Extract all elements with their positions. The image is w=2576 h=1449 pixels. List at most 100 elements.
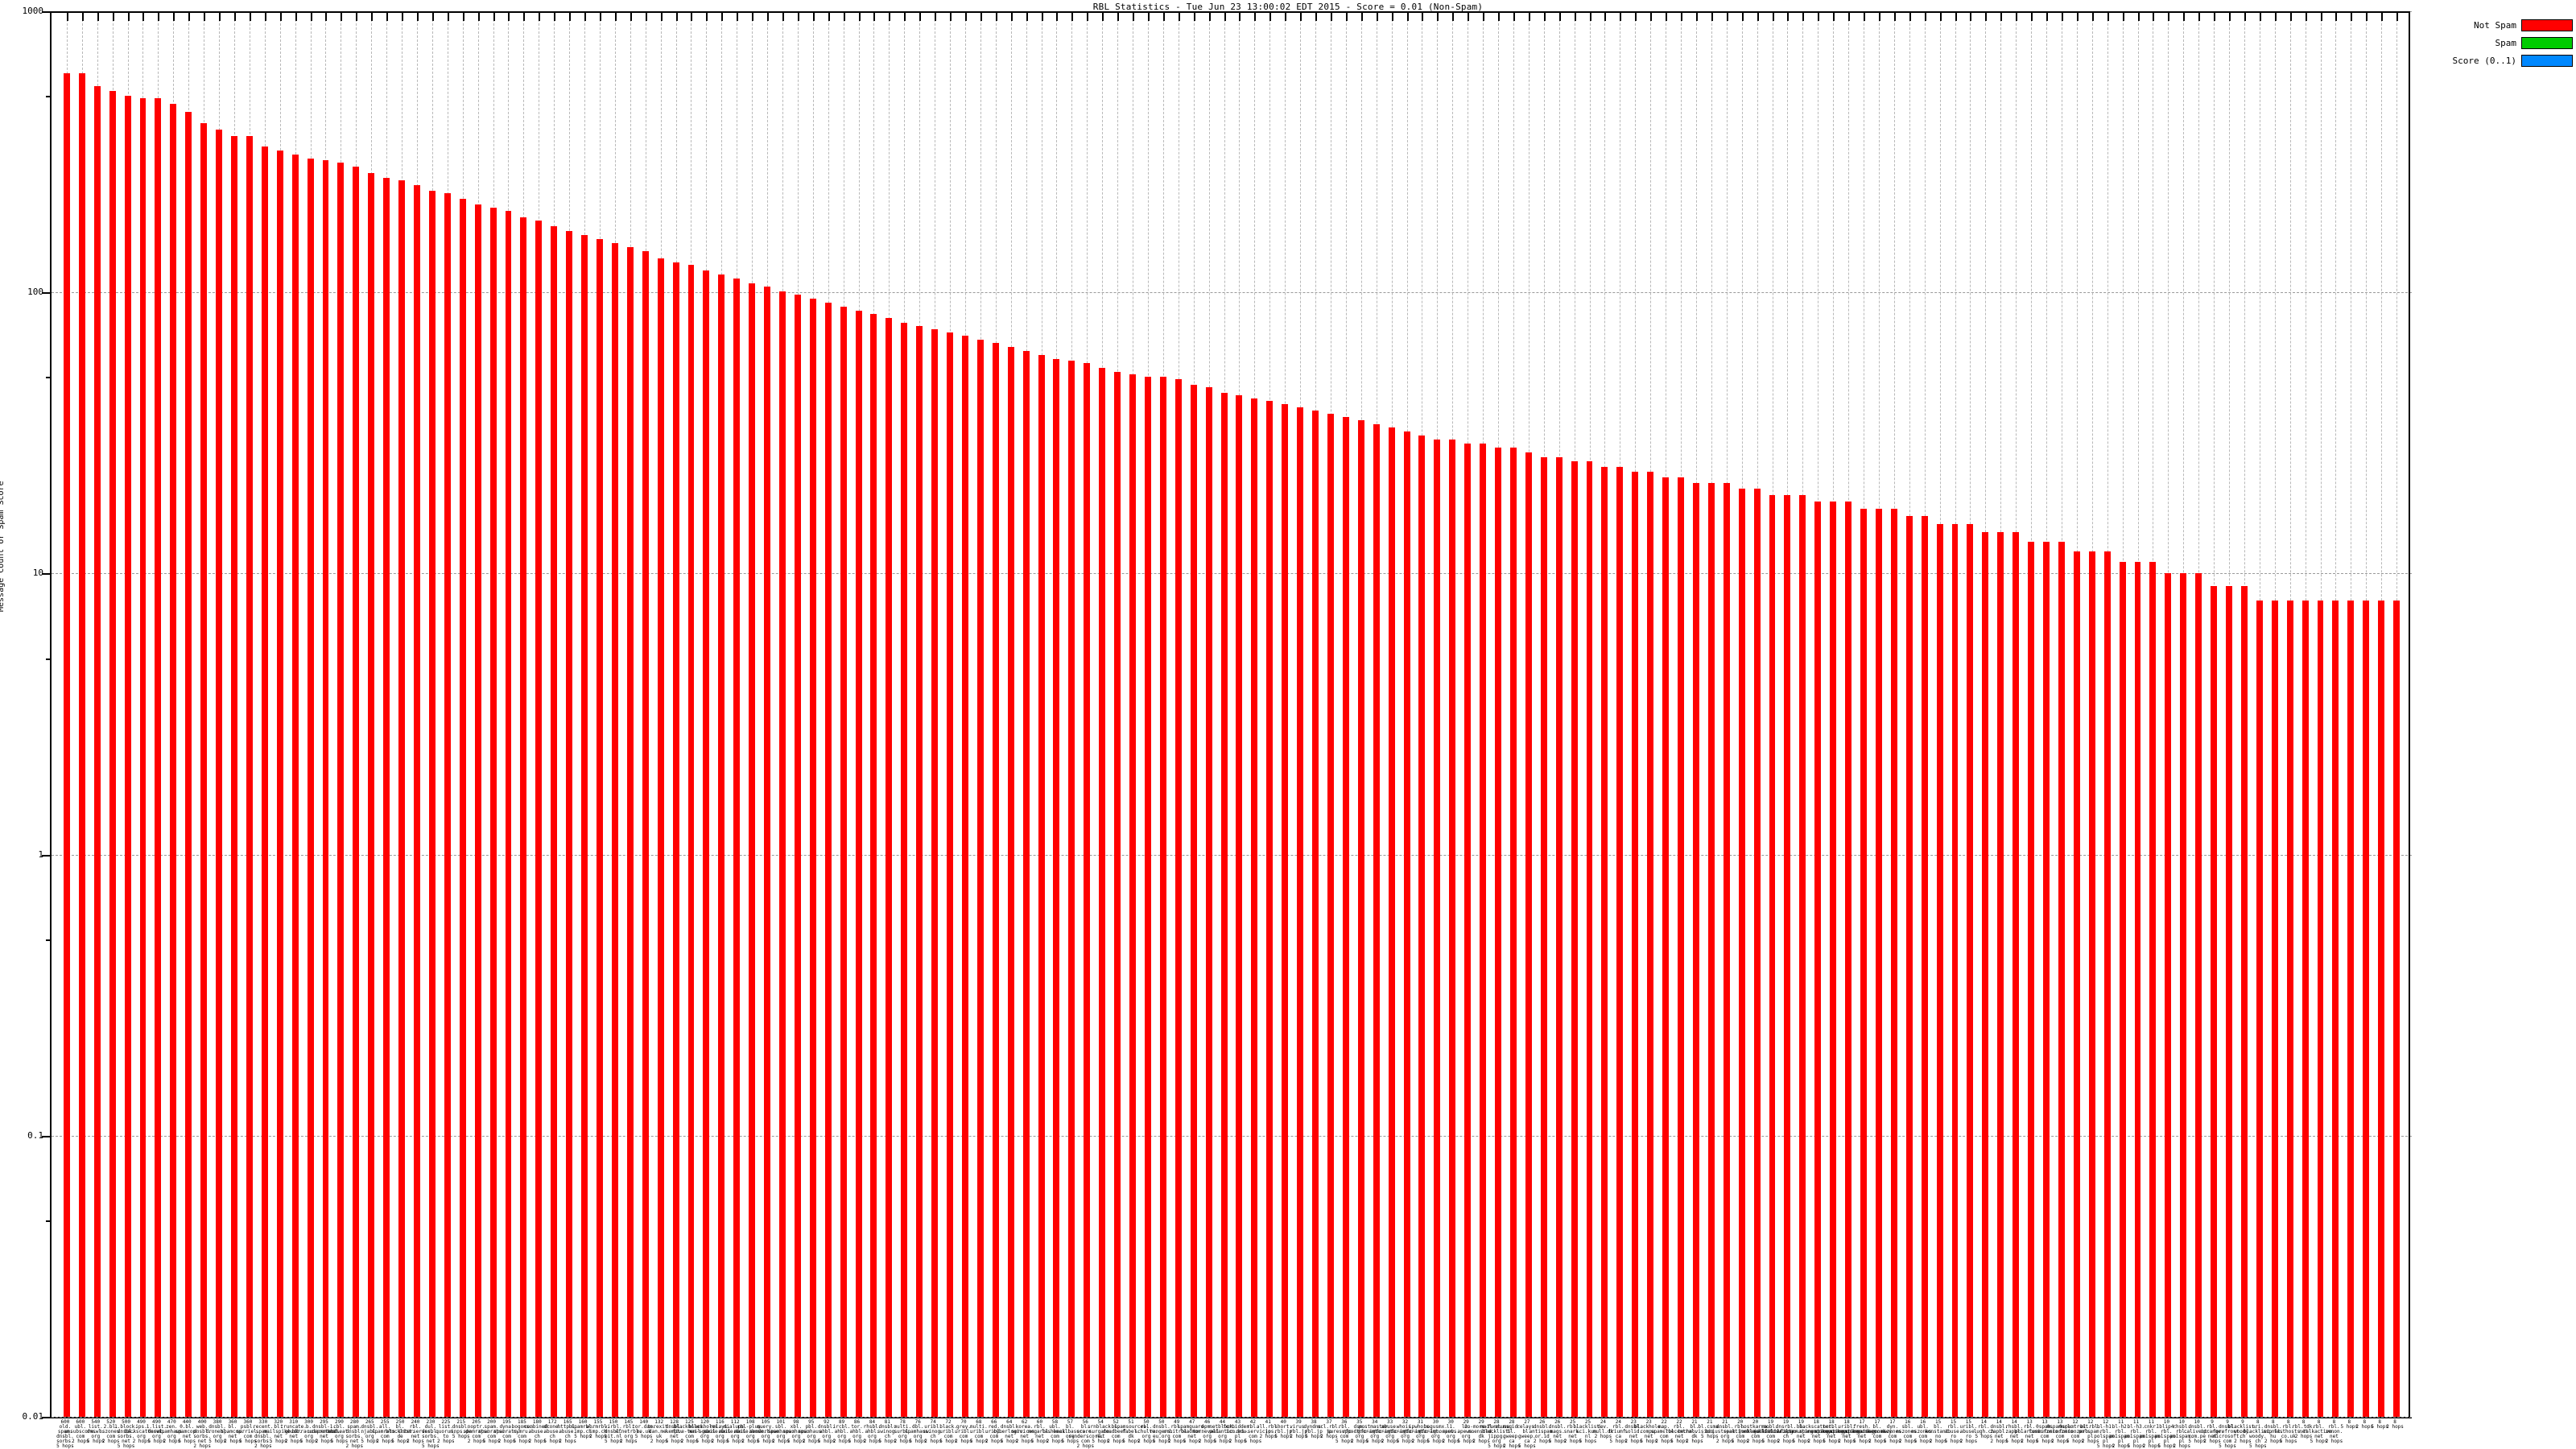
x-axis-tick-label: 20 hostkarma. junkemailfilter. com 2 hops [1738, 1419, 1785, 1444]
x-axis-tick [447, 11, 449, 21]
bar [1297, 407, 1304, 1417]
x-axis-tick-label: 25 blacklist. sci.kun. nl 5 hops [1573, 1419, 1603, 1444]
bar [1357, 420, 1364, 1417]
x-axis-tick [1041, 11, 1043, 21]
x-axis-tick-label: 490 1.list. dnswl. org 5 hops [146, 1419, 167, 1444]
bar [2103, 551, 2111, 1417]
y-axis-tick [42, 573, 52, 576]
x-axis-tick [1558, 11, 1561, 21]
legend-color-swatch [2521, 54, 2573, 67]
x-axis-tick [2000, 11, 2003, 21]
bar [1555, 456, 1563, 1417]
y-axis-title: Message Count or Spam Score [0, 481, 6, 612]
x-axis-tick [1391, 11, 1393, 21]
x-axis-tick [2320, 11, 2322, 21]
bar [1967, 523, 1974, 1417]
bar [2393, 601, 2401, 1417]
x-axis-tick-label: 140 tor.dan. me.uk 5 hops [632, 1419, 656, 1439]
bar [581, 234, 588, 1417]
x-axis-tick [1117, 11, 1120, 21]
bar [855, 311, 862, 1417]
x-axis-tick-label: 310 truncate. gbudb. net 2 hops [280, 1419, 307, 1444]
x-axis-tick-label: 360 bl. spamcop. net 2 hops [221, 1419, 245, 1444]
x-axis-tick [371, 11, 374, 21]
x-axis-tick [950, 11, 952, 21]
x-axis-tick-label: 10 lblip4. rbl. polspam. pl 5 hops [2154, 1419, 2178, 1449]
x-axis-tick-label: 13 0spamurl. fusionzero. com 2 hops [2044, 1419, 2076, 1444]
x-axis-tick-label: 51 spamsources. fabel. dk 5 hops [1114, 1419, 1150, 1444]
bar [2347, 601, 2355, 1417]
bar [2043, 541, 2050, 1417]
x-axis-tick-label: 19 dnsrbl. swinog. ch 2 hops [1775, 1419, 1797, 1444]
x-axis-tick [1650, 11, 1653, 21]
x-axis-tick [584, 11, 587, 21]
bar [840, 306, 847, 1417]
x-axis-tick [1878, 11, 1880, 21]
y-axis-tick-label: 0.01 [22, 1411, 44, 1422]
bar [63, 73, 70, 1417]
bar [383, 178, 390, 1417]
bar [1007, 346, 1014, 1417]
bar [642, 251, 649, 1417]
bar [1799, 495, 1806, 1417]
x-axis-tick-label: 54 srnblack. surgate. net 5 hops [1087, 1419, 1114, 1444]
grid-line-horizontal [52, 854, 2412, 856]
bar [1174, 379, 1182, 1417]
x-axis-tick [1102, 11, 1104, 21]
x-axis-tick-label: 290 cbl. abuseat. org 5 hops [327, 1419, 351, 1444]
bar [672, 262, 679, 1417]
x-axis-tick-label: 172 drone. abuse. ch 5 hops [543, 1419, 562, 1444]
plot-area [42, 11, 2412, 1418]
x-axis-tick [2076, 11, 2079, 21]
bar [1144, 377, 1151, 1417]
x-axis-tick-label: 17 bl. nszones. com 2 hops [1865, 1419, 1889, 1444]
x-axis-tick-label: 30 bogusmx. rfc-ignorant. org 5 hops [1418, 1419, 1457, 1444]
bar [2134, 561, 2141, 1417]
x-axis-tick [1071, 11, 1074, 21]
x-axis-tick [614, 11, 617, 21]
bar [2317, 601, 2324, 1417]
y-axis-tick-label: 1 [38, 848, 43, 860]
bar [1418, 435, 1426, 1417]
x-axis-tick [66, 11, 68, 21]
bar [261, 147, 268, 1417]
x-axis-tick-label: 360 psbl. surriel. com 5 hops [236, 1419, 260, 1444]
bar [1997, 532, 2004, 1417]
x-axis-tick [1787, 11, 1790, 21]
x-axis-tick-label: 330 recent. spam. dnsbl. sorbs. 2 hops [253, 1419, 274, 1449]
x-axis-tick-label: 19 nobl. junkemailfilter. com 5 hops [1753, 1419, 1801, 1444]
bar [2378, 601, 2385, 1417]
bar [1707, 482, 1715, 1417]
bar [428, 190, 436, 1417]
x-axis-tick-label: 15 uribl. abuse. ro 2 hops [1959, 1419, 1978, 1444]
x-axis-tick [2305, 11, 2307, 21]
x-axis-tick-label: 35 dsn. rfc-ignorant. org 2 hops [1342, 1419, 1381, 1444]
x-axis-tick [752, 11, 754, 21]
bar [1038, 354, 1045, 1417]
x-axis-tick [1193, 11, 1195, 21]
x-axis-tick-label: 68 multi. uribl. com 5 hops [970, 1419, 988, 1444]
x-axis-tick [1681, 11, 1683, 21]
x-axis-tick [1254, 11, 1257, 21]
y-axis-tick-label: 10 [32, 568, 43, 579]
bar [611, 242, 618, 1417]
bar [1951, 523, 1959, 1417]
x-axis-tick-label: 81 dnsbl. swinog. ch 5 hops [877, 1419, 898, 1444]
bar [824, 302, 832, 1417]
x-axis-tick-label: 47 spamguard. leadmon. net 5 hops [1177, 1419, 1207, 1444]
bar [2028, 541, 2035, 1417]
x-axis-tick [539, 11, 541, 21]
x-axis-tick [2366, 11, 2368, 21]
x-axis-tick-label: 72 black. uribl. com 5 hops [939, 1419, 957, 1444]
x-axis-tick-label: 92 dnsbl. ahbl. org 5 hops [817, 1419, 836, 1444]
plot-right-border [2409, 11, 2410, 1417]
bar [1890, 508, 1897, 1417]
bar [1936, 523, 1943, 1417]
x-axis-tick [1452, 11, 1455, 21]
bar [1830, 502, 1837, 1417]
y-axis-tick-minor [46, 658, 52, 660]
bar [109, 91, 116, 1417]
x-axis-tick [1939, 11, 1942, 21]
